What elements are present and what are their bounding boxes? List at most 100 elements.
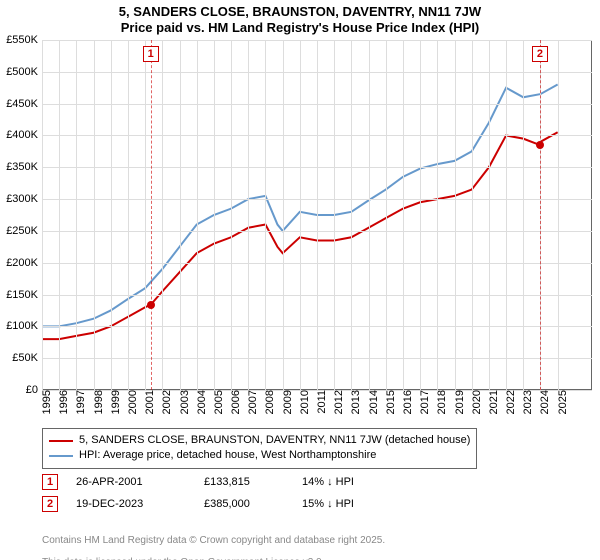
gridline-vertical: [300, 40, 301, 390]
gridline-vertical: [334, 40, 335, 390]
gridline-vertical: [558, 40, 559, 390]
x-tick-label: 2015: [383, 390, 397, 414]
x-tick-label: 1999: [108, 390, 122, 414]
x-tick-label: 2024: [537, 390, 551, 414]
x-tick-label: 2019: [452, 390, 466, 414]
title-line-1: 5, SANDERS CLOSE, BRAUNSTON, DAVENTRY, N…: [0, 4, 600, 20]
y-tick-label: £350K: [6, 161, 42, 173]
gridline-vertical: [180, 40, 181, 390]
x-tick-label: 2016: [400, 390, 414, 414]
event-row: 1 26-APR-2001 £133,815 14% ↓ HPI: [42, 474, 354, 490]
x-tick-label: 2008: [262, 390, 276, 414]
sale-marker-badge: 1: [143, 46, 159, 62]
x-tick-label: 2013: [348, 390, 362, 414]
x-tick-label: 1997: [73, 390, 87, 414]
gridline-vertical: [145, 40, 146, 390]
gridline-vertical: [162, 40, 163, 390]
event-badge: 1: [42, 474, 58, 490]
x-tick-label: 2002: [159, 390, 173, 414]
gridline-vertical: [94, 40, 95, 390]
x-tick-label: 1996: [56, 390, 70, 414]
gridline-vertical: [111, 40, 112, 390]
legend-label: HPI: Average price, detached house, West…: [79, 448, 376, 463]
gridline-vertical: [283, 40, 284, 390]
y-tick-label: £500K: [6, 66, 42, 78]
event-badge: 2: [42, 496, 58, 512]
sale-events-table: 1 26-APR-2001 £133,815 14% ↓ HPI 2 19-DEC-202…: [42, 474, 354, 518]
x-tick-label: 1995: [39, 390, 53, 414]
attribution: Contains HM Land Registry data © Crown c…: [42, 524, 385, 560]
y-tick-label: £50K: [12, 352, 42, 364]
sale-marker-line: [151, 40, 152, 390]
attribution-line-1: Contains HM Land Registry data © Crown c…: [42, 535, 385, 546]
gridline-vertical: [42, 40, 43, 390]
y-tick-label: £150K: [6, 289, 42, 301]
x-tick-label: 2012: [331, 390, 345, 414]
gridline-vertical: [248, 40, 249, 390]
gridline-vertical: [369, 40, 370, 390]
legend-item: HPI: Average price, detached house, West…: [49, 448, 470, 463]
event-delta: 15% ↓ HPI: [302, 498, 354, 510]
title-line-2: Price paid vs. HM Land Registry's House …: [0, 20, 600, 36]
gridline-vertical: [437, 40, 438, 390]
event-row: 2 19-DEC-2023 £385,000 15% ↓ HPI: [42, 496, 354, 512]
gridline-vertical: [403, 40, 404, 390]
event-date: 26-APR-2001: [76, 476, 186, 488]
gridline-vertical: [351, 40, 352, 390]
plot-area: £0£50K£100K£150K£200K£250K£300K£350K£400…: [42, 40, 592, 390]
gridline-vertical: [231, 40, 232, 390]
gridline-vertical: [386, 40, 387, 390]
sale-marker-dot: [536, 141, 544, 149]
gridline-vertical: [214, 40, 215, 390]
y-tick-label: £450K: [6, 98, 42, 110]
x-tick-label: 2022: [503, 390, 517, 414]
sale-marker-line: [540, 40, 541, 390]
event-price: £133,815: [204, 476, 284, 488]
x-tick-label: 2023: [520, 390, 534, 414]
x-tick-label: 2010: [297, 390, 311, 414]
x-tick-label: 2005: [211, 390, 225, 414]
sale-marker-badge: 2: [532, 46, 548, 62]
gridline-vertical: [317, 40, 318, 390]
sale-marker-dot: [147, 301, 155, 309]
gridline-vertical: [420, 40, 421, 390]
gridline-vertical: [59, 40, 60, 390]
x-tick-label: 2011: [314, 390, 328, 414]
legend-swatch: [49, 455, 73, 457]
x-tick-label: 2018: [434, 390, 448, 414]
event-price: £385,000: [204, 498, 284, 510]
gridline-vertical: [472, 40, 473, 390]
y-tick-label: £100K: [6, 320, 42, 332]
gridline-vertical: [197, 40, 198, 390]
legend-swatch: [49, 440, 73, 442]
x-tick-label: 2014: [366, 390, 380, 414]
x-tick-label: 2006: [228, 390, 242, 414]
legend-label: 5, SANDERS CLOSE, BRAUNSTON, DAVENTRY, N…: [79, 433, 470, 448]
y-tick-label: £300K: [6, 193, 42, 205]
x-tick-label: 1998: [91, 390, 105, 414]
y-tick-label: £200K: [6, 257, 42, 269]
y-tick-label: £250K: [6, 225, 42, 237]
x-tick-label: 2021: [486, 390, 500, 414]
x-tick-label: 2009: [280, 390, 294, 414]
x-tick-label: 2020: [469, 390, 483, 414]
gridline-vertical: [506, 40, 507, 390]
event-date: 19-DEC-2023: [76, 498, 186, 510]
x-tick-label: 2000: [125, 390, 139, 414]
y-tick-label: £400K: [6, 129, 42, 141]
x-tick-label: 2001: [142, 390, 156, 414]
gridline-vertical: [523, 40, 524, 390]
gridline-vertical: [265, 40, 266, 390]
gridline-vertical: [489, 40, 490, 390]
gridline-vertical: [128, 40, 129, 390]
x-tick-label: 2007: [245, 390, 259, 414]
legend: 5, SANDERS CLOSE, BRAUNSTON, DAVENTRY, N…: [42, 428, 477, 469]
x-tick-label: 2025: [555, 390, 569, 414]
legend-item: 5, SANDERS CLOSE, BRAUNSTON, DAVENTRY, N…: [49, 433, 470, 448]
y-tick-label: £550K: [6, 34, 42, 46]
event-delta: 14% ↓ HPI: [302, 476, 354, 488]
x-tick-label: 2003: [177, 390, 191, 414]
gridline-vertical: [76, 40, 77, 390]
x-tick-label: 2004: [194, 390, 208, 414]
chart-title-block: 5, SANDERS CLOSE, BRAUNSTON, DAVENTRY, N…: [0, 4, 600, 35]
